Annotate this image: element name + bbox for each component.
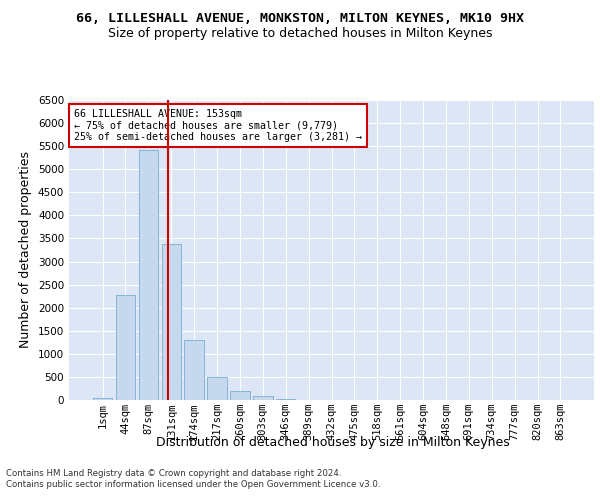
Bar — [161, 244, 181, 400]
Y-axis label: Number of detached properties: Number of detached properties — [19, 152, 32, 348]
Bar — [208, 378, 227, 400]
Text: Contains HM Land Registry data © Crown copyright and database right 2024.: Contains HM Land Registry data © Crown c… — [6, 468, 341, 477]
Text: Contains public sector information licensed under the Open Government Licence v3: Contains public sector information licen… — [6, 480, 380, 489]
Bar — [276, 399, 295, 400]
Bar — [184, 340, 204, 400]
Bar — [253, 396, 272, 400]
Text: 66, LILLESHALL AVENUE, MONKSTON, MILTON KEYNES, MK10 9HX: 66, LILLESHALL AVENUE, MONKSTON, MILTON … — [76, 12, 524, 26]
Bar — [139, 150, 158, 400]
Bar — [93, 398, 112, 400]
Text: Size of property relative to detached houses in Milton Keynes: Size of property relative to detached ho… — [108, 28, 492, 40]
Text: Distribution of detached houses by size in Milton Keynes: Distribution of detached houses by size … — [156, 436, 510, 449]
Bar — [230, 391, 250, 400]
Text: 66 LILLESHALL AVENUE: 153sqm
← 75% of detached houses are smaller (9,779)
25% of: 66 LILLESHALL AVENUE: 153sqm ← 75% of de… — [74, 109, 362, 142]
Bar — [116, 295, 135, 400]
